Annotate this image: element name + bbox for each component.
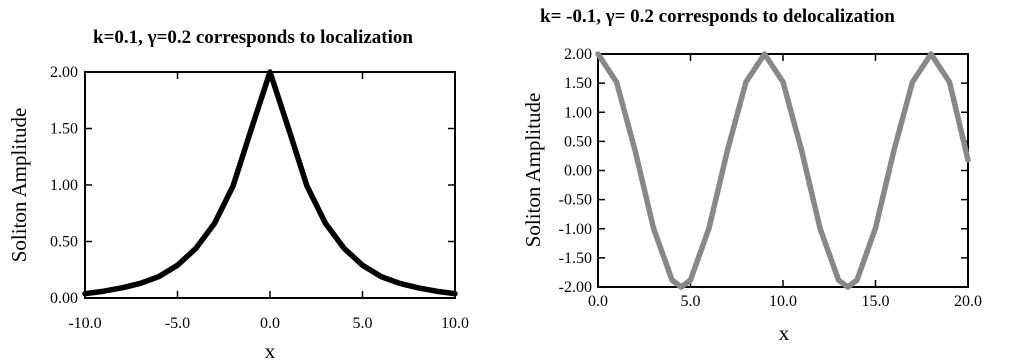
chart-title: k=0.1, γ=0.2 corresponds to localization (93, 27, 413, 48)
x-tick-label: 20.0 (954, 293, 982, 310)
y-tick-label: 1.50 (564, 75, 592, 92)
y-tick-label: 2.00 (50, 64, 78, 81)
x-tick-label: -5.0 (165, 315, 190, 332)
y-tick-label: 0.00 (50, 290, 78, 307)
x-tick-label: 0.0 (260, 315, 280, 332)
y-tick-label: -1.00 (559, 221, 592, 238)
x-axis-label: x (265, 339, 276, 362)
series (82, 69, 458, 297)
series-line (82, 69, 458, 297)
y-tick-label: 1.50 (50, 121, 78, 138)
y-tick-label: -0.50 (559, 192, 592, 209)
y-axis-label: Soliton Amplitude (7, 108, 31, 263)
y-tick-label: 2.00 (564, 46, 592, 63)
series-line (595, 51, 971, 290)
x-tick-label: 10.0 (441, 315, 469, 332)
ticks: -10.0 -5.0 0.0 5.0 10.0 0.00 0.50 1.00 1.50 2.00 (50, 64, 469, 332)
x-axis-label: x (779, 321, 790, 345)
y-tick-label: 0.00 (564, 163, 592, 180)
x-tick-label: 5.0 (681, 293, 701, 310)
y-axis-label: Soliton Amplitude (521, 93, 545, 248)
y-tick-label: 0.50 (50, 234, 78, 251)
chart-title: k= -0.1, γ= 0.2 corresponds to delocaliz… (540, 6, 895, 27)
y-tick-label: -2.00 (559, 279, 592, 296)
x-tick-label: 15.0 (862, 293, 890, 310)
y-tick-label: 1.00 (564, 104, 592, 121)
x-tick-label: 5.0 (353, 315, 373, 332)
y-tick-label: 1.00 (50, 177, 78, 194)
x-tick-label: 10.0 (769, 293, 797, 310)
series (595, 51, 971, 290)
plot-frame (84, 71, 456, 299)
ticks: 0.0 5.0 10.0 15.0 20.0 -2.00 -1.50 -1.00 -0.50 0.… (559, 46, 982, 310)
y-tick-label: -1.50 (559, 250, 592, 267)
chart-delocalization: k= -0.1, γ= 0.2 corresponds to delocaliz… (521, 6, 982, 345)
x-tick-label: -10.0 (68, 315, 101, 332)
x-tick-label: 0.0 (588, 293, 608, 310)
y-tick-label: 0.50 (564, 133, 592, 150)
chart-localization: k=0.1, γ=0.2 corresponds to localization… (7, 27, 469, 362)
